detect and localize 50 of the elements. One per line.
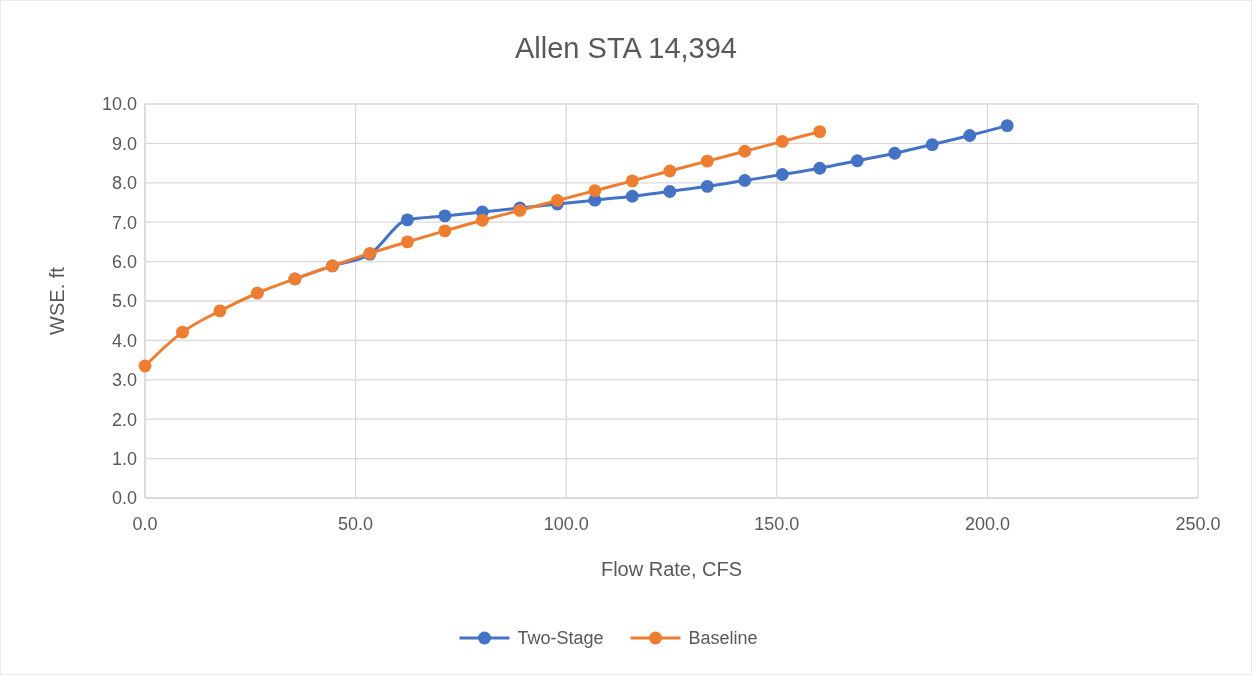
- chart-title: Allen STA 14,394: [515, 32, 737, 64]
- point: [550, 194, 564, 207]
- point: [138, 359, 152, 373]
- point: [588, 184, 602, 198]
- point: [663, 164, 677, 178]
- y-tick-label: 0.0: [111, 488, 137, 509]
- x-tick-label: 250.0: [1175, 514, 1221, 534]
- point: [251, 286, 264, 300]
- point: [625, 189, 639, 203]
- x-tick-label: 50.0: [338, 514, 374, 534]
- point: [176, 325, 189, 339]
- y-axis-title: WSE. ft: [46, 266, 68, 335]
- y-tick-label: 7.0: [111, 212, 137, 233]
- y-tick-label: 3.0: [111, 370, 137, 391]
- y-tick-label: 2.0: [111, 409, 137, 430]
- y-tick-label: 4.0: [111, 330, 137, 351]
- point: [738, 174, 752, 187]
- point: [738, 144, 752, 158]
- y-tick-label: 8.0: [111, 173, 137, 194]
- point: [888, 146, 902, 160]
- point: [213, 304, 227, 318]
- point: [700, 154, 714, 168]
- point: [775, 135, 789, 148]
- point: [625, 174, 639, 188]
- point: [663, 185, 677, 198]
- x-tick-label: 150.0: [754, 514, 800, 534]
- legend-label: Baseline: [688, 628, 758, 649]
- x-tick-label: 100.0: [543, 514, 589, 534]
- y-tick-label: 5.0: [111, 291, 137, 312]
- point: [700, 179, 714, 193]
- point: [400, 235, 414, 249]
- point: [963, 129, 977, 142]
- y-tick-label: 10.0: [101, 94, 137, 115]
- legend-label: Two-Stage: [517, 628, 604, 649]
- point: [775, 168, 789, 181]
- x-tick-label: 0.0: [132, 514, 158, 534]
- point: [400, 213, 414, 227]
- point: [438, 224, 452, 238]
- x-axis-title: Flow Rate, CFS: [600, 558, 743, 580]
- y-tick-label: 9.0: [111, 133, 137, 154]
- point: [850, 154, 864, 168]
- point: [813, 161, 827, 175]
- point: [925, 138, 939, 151]
- point: [813, 125, 827, 138]
- point: [475, 213, 489, 227]
- point: [1000, 119, 1014, 133]
- y-tick-label: 1.0: [111, 448, 137, 469]
- x-tick-label: 200.0: [964, 514, 1010, 534]
- y-tick-label: 6.0: [111, 251, 137, 272]
- point: [438, 209, 452, 223]
